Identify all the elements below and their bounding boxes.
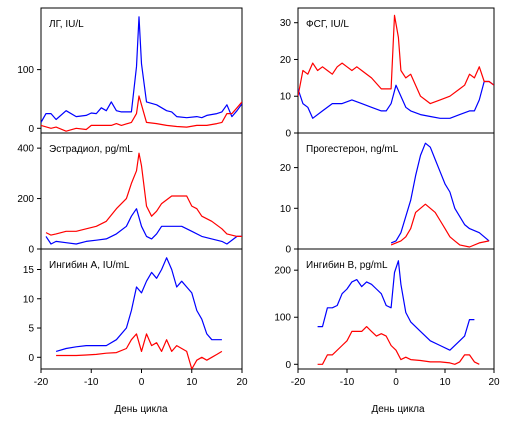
series-line-fsh-blue xyxy=(298,80,494,119)
y-tick-label-fsh-20: 20 xyxy=(280,55,292,66)
panel-title-progesterone: Прогестерон, ng/mL xyxy=(306,144,399,155)
panel-series-inhibin-a xyxy=(55,257,223,369)
panel-inhibin-a: 0 5 10 15 Ингибин A, IU/mL xyxy=(23,257,223,369)
series-line-inhibin-a-blue xyxy=(55,257,222,352)
panel-series-inhibin-b xyxy=(317,260,480,365)
panel-series-estradiol xyxy=(45,152,242,245)
y-tick-label-inhibin-a-10: 10 xyxy=(23,294,35,305)
series-line-inhibin-a-red xyxy=(56,333,223,369)
y-tick-label-estradiol-400: 400 xyxy=(17,144,34,155)
y-tick-label-estradiol-0: 0 xyxy=(28,245,34,256)
panel-title-inhibin-b: Ингибин B, pg/mL xyxy=(306,259,388,271)
y-tick-label-estradiol-200: 200 xyxy=(17,194,34,205)
y-tick-label-lh-100: 100 xyxy=(17,65,34,76)
y-tick-label-progesterone-10: 10 xyxy=(280,204,292,215)
x-tick-label-left-20: 20 xyxy=(236,377,248,388)
y-tick-label-progesterone-0: 0 xyxy=(285,245,291,256)
panel-lh: 0 100 ЛГ, IU/L xyxy=(17,16,242,135)
y-tick-label-inhibin-b-100: 100 xyxy=(274,313,291,324)
series-line-estradiol-red xyxy=(45,152,242,237)
x-axis-label-left: День цикла xyxy=(114,404,167,415)
y-tick-label-inhibin-a-15: 15 xyxy=(23,265,35,276)
series-line-lh-red xyxy=(41,95,242,132)
series-line-fsh-red xyxy=(298,14,494,105)
panel-title-lh: ЛГ, IU/L xyxy=(49,19,84,30)
panel-fsh: 0 10 20 30 ФСГ, IU/L xyxy=(280,14,494,140)
y-tick-label-inhibin-a-5: 5 xyxy=(28,324,34,335)
y-tick-label-inhibin-a-0: 0 xyxy=(28,353,34,364)
y-tick-label-inhibin-b-0: 0 xyxy=(285,360,291,371)
x-tick-label-right--20: -20 xyxy=(291,377,306,388)
series-line-estradiol-blue xyxy=(45,208,242,245)
x-tick-label-right-0: 0 xyxy=(393,377,399,388)
x-tick-label-right--10: -10 xyxy=(340,377,355,388)
y-tick-label-fsh-0: 0 xyxy=(285,129,291,140)
series-line-progesterone-red xyxy=(390,203,490,248)
y-tick-label-fsh-30: 30 xyxy=(280,18,292,29)
panel-estradiol: 0 200 400 Эстрадиол, pg/mL xyxy=(17,144,242,256)
x-axis-label-right: День цикла xyxy=(371,404,424,415)
x-tick-label-left--20: -20 xyxy=(34,377,49,388)
panel-title-inhibin-a: Ингибин A, IU/mL xyxy=(49,259,130,271)
panel-series-lh xyxy=(41,16,242,132)
series-line-progesterone-blue xyxy=(390,142,490,244)
series-line-inhibin-b-blue xyxy=(317,260,475,351)
panel-series-progesterone xyxy=(390,142,490,248)
plot-frame-right xyxy=(297,7,495,370)
x-tick-label-right-10: 10 xyxy=(439,377,451,388)
panel-inhibin-b: 0 100 200 Ингибин B, pg/mL xyxy=(274,259,480,371)
series-line-lh-blue xyxy=(41,16,242,123)
panel-progesterone: 0 10 20 Прогестерон, ng/mL xyxy=(280,142,490,256)
series-line-inhibin-b-red xyxy=(317,326,480,365)
x-tick-label-left--10: -10 xyxy=(84,377,99,388)
y-tick-label-progesterone-20: 20 xyxy=(280,163,292,174)
y-tick-label-lh-0: 0 xyxy=(28,124,34,135)
y-tick-label-inhibin-b-200: 200 xyxy=(274,266,291,277)
x-tick-label-right-20: 20 xyxy=(488,377,500,388)
panel-title-fsh: ФСГ, IU/L xyxy=(306,19,349,30)
x-tick-label-left-10: 10 xyxy=(186,377,198,388)
panel-title-estradiol: Эстрадиол, pg/mL xyxy=(49,144,133,155)
x-axes-layer: -20 -10 0 10 20 -20 -10 0 10 20 xyxy=(34,369,500,388)
x-tick-label-left-0: 0 xyxy=(139,377,145,388)
panel-series-fsh xyxy=(298,14,494,119)
y-tick-label-fsh-10: 10 xyxy=(280,92,292,103)
